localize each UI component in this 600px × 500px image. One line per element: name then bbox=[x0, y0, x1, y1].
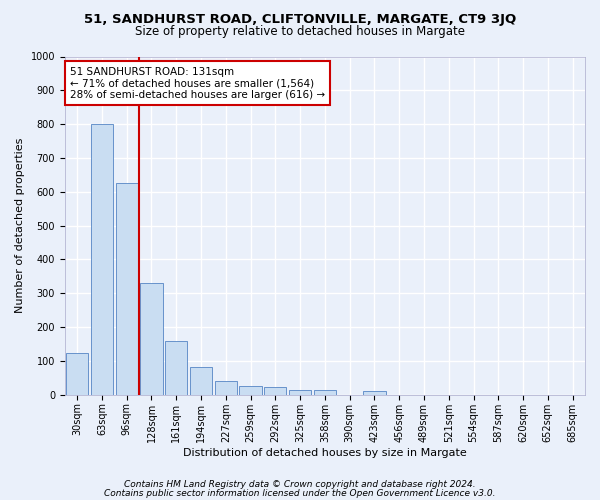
Text: Contains HM Land Registry data © Crown copyright and database right 2024.: Contains HM Land Registry data © Crown c… bbox=[124, 480, 476, 489]
Bar bbox=[91, 124, 113, 395]
Bar bbox=[116, 184, 138, 395]
Bar bbox=[289, 390, 311, 395]
Y-axis label: Number of detached properties: Number of detached properties bbox=[15, 138, 25, 314]
Bar bbox=[190, 367, 212, 395]
X-axis label: Distribution of detached houses by size in Margate: Distribution of detached houses by size … bbox=[183, 448, 467, 458]
Bar bbox=[215, 382, 237, 395]
Bar bbox=[264, 388, 286, 395]
Text: Contains public sector information licensed under the Open Government Licence v3: Contains public sector information licen… bbox=[104, 488, 496, 498]
Bar bbox=[140, 283, 163, 395]
Bar bbox=[66, 352, 88, 395]
Bar bbox=[363, 392, 386, 395]
Text: 51 SANDHURST ROAD: 131sqm
← 71% of detached houses are smaller (1,564)
28% of se: 51 SANDHURST ROAD: 131sqm ← 71% of detac… bbox=[70, 66, 325, 100]
Text: 51, SANDHURST ROAD, CLIFTONVILLE, MARGATE, CT9 3JQ: 51, SANDHURST ROAD, CLIFTONVILLE, MARGAT… bbox=[84, 12, 516, 26]
Bar bbox=[165, 340, 187, 395]
Text: Size of property relative to detached houses in Margate: Size of property relative to detached ho… bbox=[135, 25, 465, 38]
Bar bbox=[314, 390, 336, 395]
Bar bbox=[239, 386, 262, 395]
